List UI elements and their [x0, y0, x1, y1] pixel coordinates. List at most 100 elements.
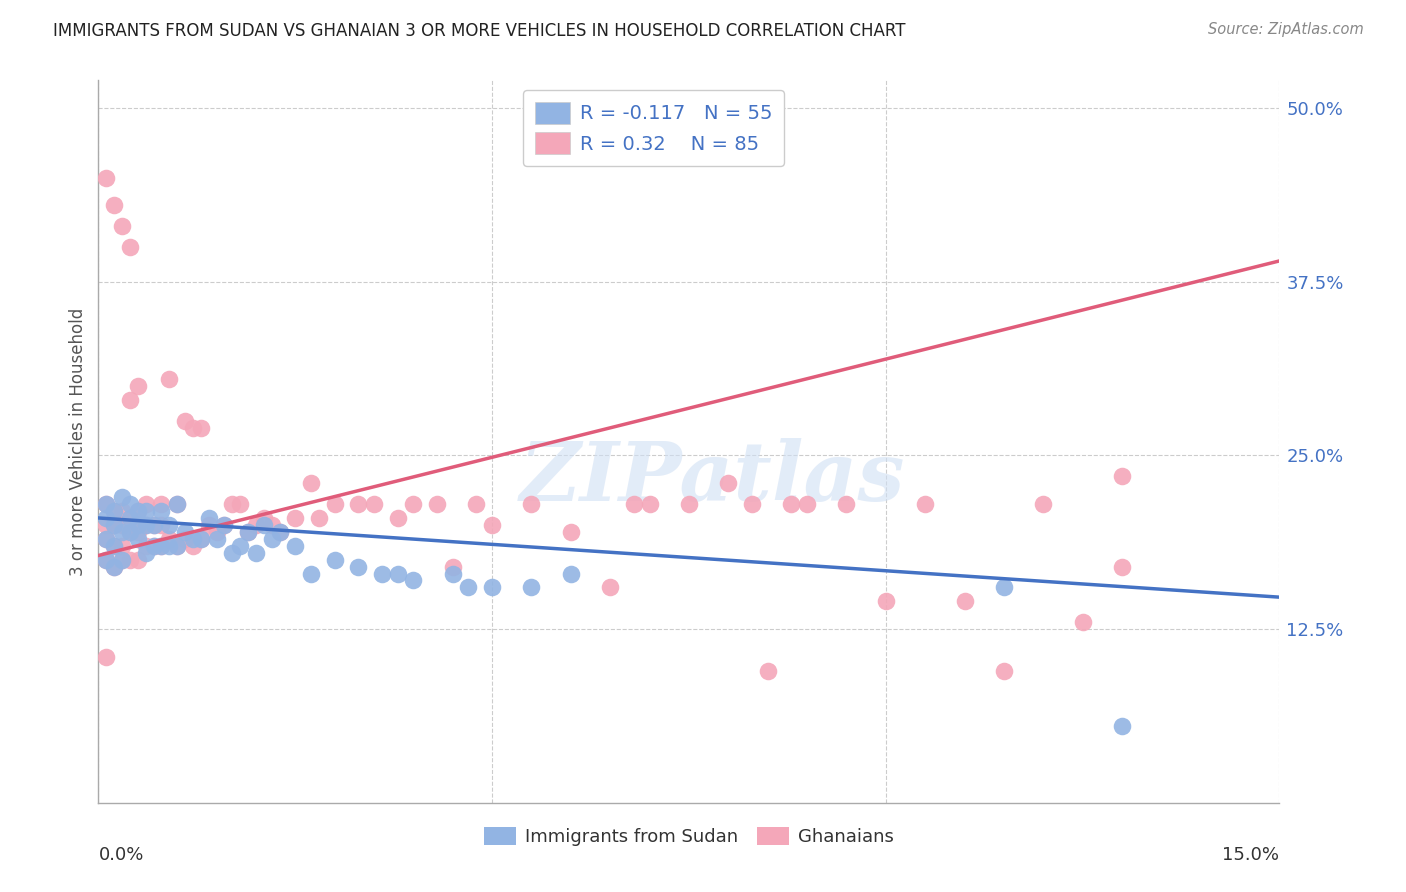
- Point: [599, 581, 621, 595]
- Text: 15.0%: 15.0%: [1222, 847, 1279, 864]
- Point: [96, 497, 118, 511]
- Point: [623, 497, 645, 511]
- Point: [402, 574, 425, 588]
- Point: [1032, 497, 1054, 511]
- Point: [150, 539, 173, 553]
- Point: [190, 420, 212, 434]
- Point: [387, 511, 409, 525]
- Point: [150, 517, 173, 532]
- Point: [135, 504, 157, 518]
- Point: [245, 546, 267, 560]
- Point: [118, 511, 141, 525]
- Point: [181, 420, 204, 434]
- Point: [166, 497, 188, 511]
- Point: [118, 497, 141, 511]
- Point: [756, 664, 779, 678]
- Point: [717, 476, 740, 491]
- Point: [190, 532, 212, 546]
- Point: [96, 552, 118, 566]
- Point: [560, 524, 582, 539]
- Point: [111, 552, 134, 566]
- Point: [111, 552, 134, 566]
- Point: [127, 532, 149, 546]
- Point: [402, 497, 425, 511]
- Point: [914, 497, 936, 511]
- Legend: Immigrants from Sudan, Ghanaians: Immigrants from Sudan, Ghanaians: [475, 818, 903, 855]
- Point: [111, 490, 134, 504]
- Point: [1071, 615, 1094, 630]
- Point: [135, 546, 157, 560]
- Point: [103, 504, 125, 518]
- Point: [678, 497, 700, 511]
- Point: [953, 594, 976, 608]
- Point: [118, 524, 141, 539]
- Point: [96, 649, 118, 664]
- Point: [135, 539, 157, 553]
- Point: [214, 517, 236, 532]
- Point: [111, 539, 134, 553]
- Point: [127, 379, 149, 393]
- Point: [118, 511, 141, 525]
- Point: [166, 497, 188, 511]
- Point: [441, 566, 464, 581]
- Point: [780, 497, 803, 511]
- Point: [118, 552, 141, 566]
- Point: [157, 539, 180, 553]
- Point: [190, 532, 212, 546]
- Point: [465, 497, 488, 511]
- Point: [221, 546, 243, 560]
- Point: [135, 517, 157, 532]
- Point: [229, 497, 252, 511]
- Point: [118, 392, 141, 407]
- Point: [260, 517, 283, 532]
- Point: [387, 566, 409, 581]
- Point: [284, 539, 307, 553]
- Point: [205, 524, 228, 539]
- Point: [103, 504, 125, 518]
- Point: [441, 559, 464, 574]
- Text: Source: ZipAtlas.com: Source: ZipAtlas.com: [1208, 22, 1364, 37]
- Point: [150, 504, 173, 518]
- Point: [214, 517, 236, 532]
- Point: [111, 517, 134, 532]
- Point: [638, 497, 661, 511]
- Point: [993, 581, 1015, 595]
- Point: [875, 594, 897, 608]
- Point: [118, 524, 141, 539]
- Point: [457, 581, 479, 595]
- Y-axis label: 3 or more Vehicles in Household: 3 or more Vehicles in Household: [69, 308, 87, 575]
- Point: [993, 664, 1015, 678]
- Text: 0.0%: 0.0%: [98, 847, 143, 864]
- Point: [481, 581, 503, 595]
- Point: [1111, 719, 1133, 733]
- Point: [323, 552, 346, 566]
- Point: [142, 517, 165, 532]
- Point: [127, 524, 149, 539]
- Point: [127, 504, 149, 518]
- Point: [308, 511, 330, 525]
- Point: [253, 517, 276, 532]
- Point: [96, 552, 118, 566]
- Point: [323, 497, 346, 511]
- Point: [118, 240, 141, 254]
- Point: [1111, 559, 1133, 574]
- Point: [269, 524, 291, 539]
- Point: [150, 539, 173, 553]
- Point: [426, 497, 449, 511]
- Point: [127, 552, 149, 566]
- Point: [103, 517, 125, 532]
- Point: [174, 532, 197, 546]
- Point: [96, 532, 118, 546]
- Point: [371, 566, 394, 581]
- Point: [157, 372, 180, 386]
- Point: [181, 532, 204, 546]
- Point: [796, 497, 818, 511]
- Point: [221, 497, 243, 511]
- Point: [236, 524, 259, 539]
- Point: [111, 219, 134, 234]
- Point: [284, 511, 307, 525]
- Point: [103, 559, 125, 574]
- Point: [269, 524, 291, 539]
- Point: [260, 532, 283, 546]
- Point: [127, 517, 149, 532]
